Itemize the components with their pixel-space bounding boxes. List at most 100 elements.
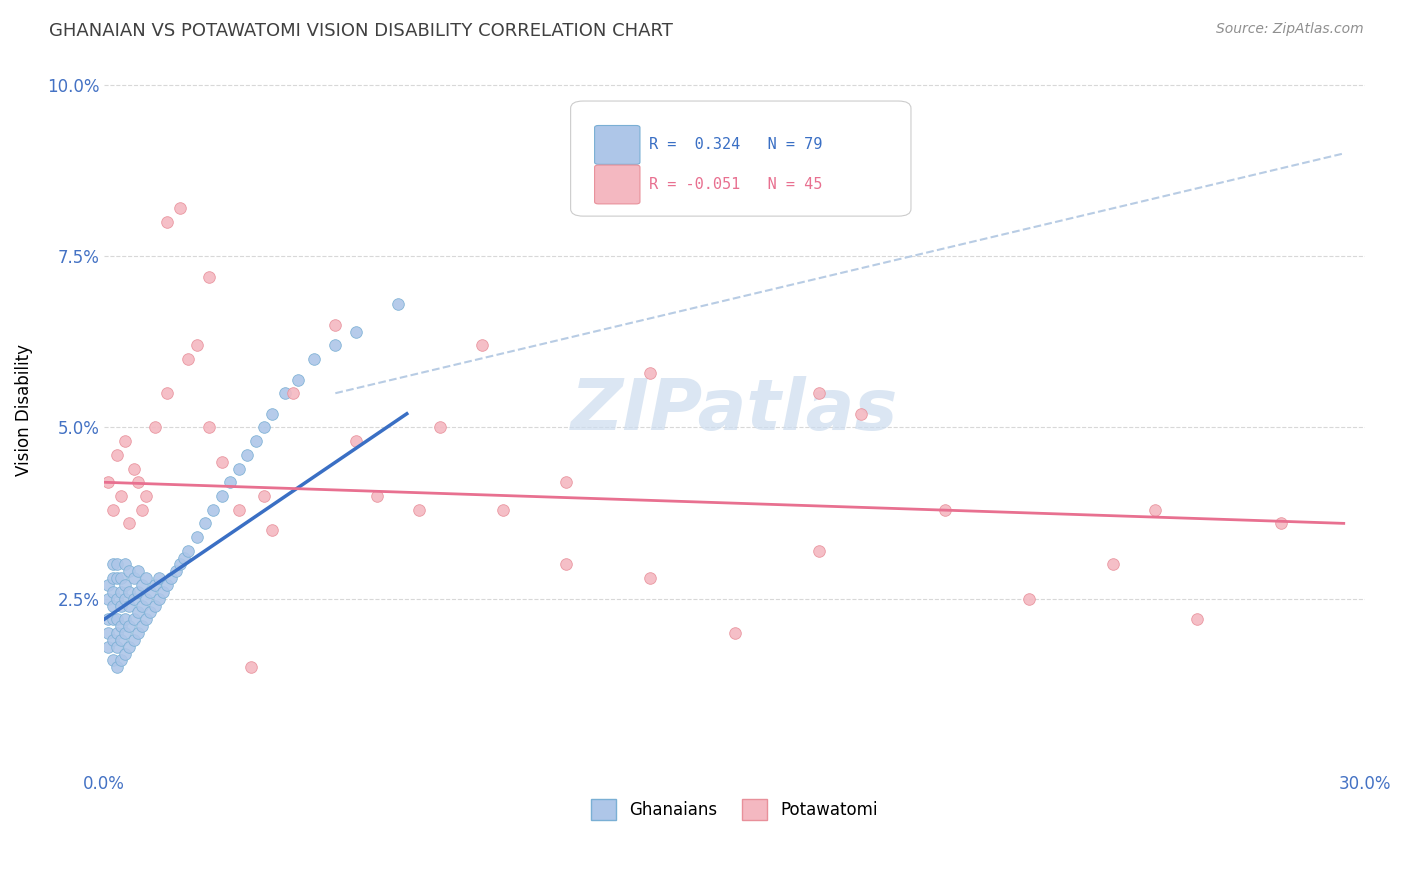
Point	[194, 516, 217, 531]
Point	[274, 386, 297, 401]
Point	[169, 558, 191, 572]
Point	[105, 448, 128, 462]
FancyBboxPatch shape	[571, 101, 911, 216]
Point	[135, 489, 157, 503]
Point	[110, 585, 132, 599]
Point	[127, 626, 149, 640]
Point	[173, 550, 195, 565]
Point	[101, 599, 124, 613]
Point	[1270, 516, 1292, 531]
Point	[143, 578, 166, 592]
Point	[156, 215, 179, 229]
Point	[219, 475, 242, 490]
Point	[160, 571, 183, 585]
Point	[114, 434, 136, 449]
Point	[429, 420, 451, 434]
Point	[143, 420, 166, 434]
Point	[156, 578, 179, 592]
Point	[118, 516, 141, 531]
Point	[253, 489, 276, 503]
Point	[186, 530, 208, 544]
Point	[135, 591, 157, 606]
Point	[408, 502, 430, 516]
Point	[723, 626, 745, 640]
Point	[135, 571, 157, 585]
Point	[114, 647, 136, 661]
Point	[101, 632, 124, 647]
Point	[118, 585, 141, 599]
Point	[152, 585, 174, 599]
Point	[236, 448, 259, 462]
Point	[156, 386, 179, 401]
Point	[211, 489, 233, 503]
Point	[105, 612, 128, 626]
Point	[1018, 591, 1040, 606]
Point	[122, 591, 145, 606]
Point	[110, 632, 132, 647]
Point	[177, 543, 200, 558]
Point	[169, 201, 191, 215]
Point	[304, 351, 326, 366]
Point	[262, 407, 284, 421]
Point	[165, 565, 187, 579]
Point	[101, 571, 124, 585]
Point	[97, 475, 120, 490]
Point	[640, 571, 662, 585]
Point	[110, 571, 132, 585]
Point	[131, 619, 153, 633]
Point	[131, 502, 153, 516]
Point	[148, 591, 170, 606]
Point	[97, 591, 120, 606]
Point	[97, 626, 120, 640]
Point	[127, 585, 149, 599]
Point	[325, 318, 347, 332]
Point	[101, 502, 124, 516]
Point	[101, 612, 124, 626]
Point	[118, 640, 141, 654]
Point	[198, 420, 221, 434]
FancyBboxPatch shape	[595, 126, 640, 164]
Point	[118, 599, 141, 613]
Point	[105, 558, 128, 572]
Point	[105, 571, 128, 585]
Text: Source: ZipAtlas.com: Source: ZipAtlas.com	[1216, 22, 1364, 37]
Point	[240, 660, 263, 674]
Point	[114, 591, 136, 606]
Point	[228, 502, 250, 516]
Text: ZIPatlas: ZIPatlas	[571, 376, 898, 445]
Point	[186, 338, 208, 352]
Point	[228, 461, 250, 475]
Point	[387, 297, 409, 311]
Point	[253, 420, 276, 434]
Point	[177, 351, 200, 366]
FancyBboxPatch shape	[595, 165, 640, 204]
Point	[555, 558, 578, 572]
Point	[344, 325, 367, 339]
Point	[262, 523, 284, 537]
Point	[283, 386, 305, 401]
Point	[143, 599, 166, 613]
Point	[211, 455, 233, 469]
Point	[114, 612, 136, 626]
Point	[105, 626, 128, 640]
Text: R =  0.324   N = 79: R = 0.324 N = 79	[648, 137, 823, 153]
Point	[118, 565, 141, 579]
Point	[101, 558, 124, 572]
Point	[101, 653, 124, 667]
Point	[118, 619, 141, 633]
Point	[1143, 502, 1166, 516]
Point	[122, 632, 145, 647]
Point	[366, 489, 388, 503]
Point	[105, 591, 128, 606]
Point	[325, 338, 347, 352]
Point	[492, 502, 515, 516]
Point	[640, 366, 662, 380]
Point	[110, 599, 132, 613]
Point	[198, 269, 221, 284]
Point	[1101, 558, 1123, 572]
Point	[105, 640, 128, 654]
Point	[344, 434, 367, 449]
Point	[97, 612, 120, 626]
Text: R = -0.051   N = 45: R = -0.051 N = 45	[648, 177, 823, 192]
Point	[122, 571, 145, 585]
